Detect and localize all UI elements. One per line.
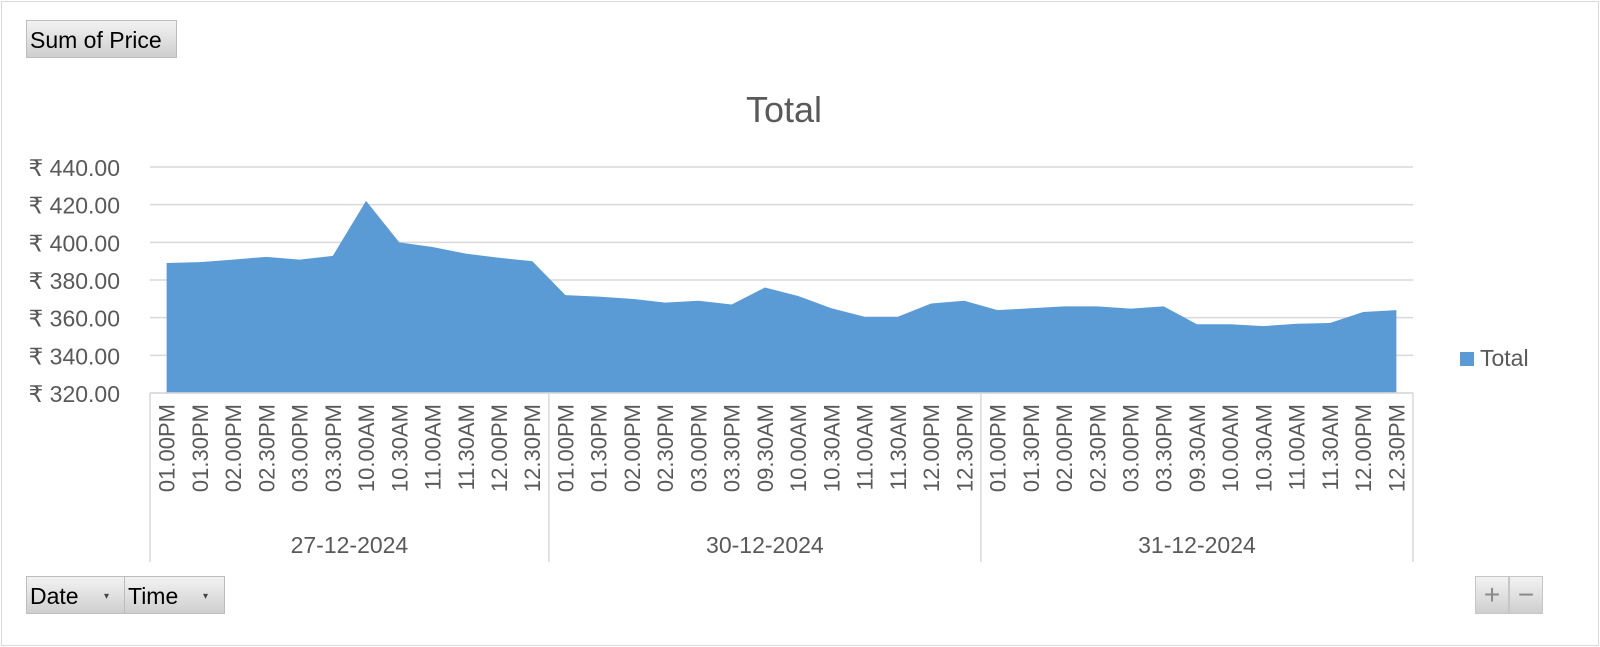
y-tick-label: ₹ 420.00 <box>29 193 120 219</box>
x-tick-label-time: 03.00PM <box>686 404 711 492</box>
x-axis <box>149 392 1414 562</box>
legend-label: Total <box>1480 345 1529 371</box>
sum-of-price-field-button[interactable]: Sum of Price <box>26 20 177 58</box>
x-tick-label-time: 12.30PM <box>1384 404 1409 492</box>
time-field-label: Time <box>128 583 179 609</box>
x-group-label-date: 27-12-2024 <box>291 532 409 558</box>
x-tick-label-time: 11.00AM <box>1285 404 1310 490</box>
axis-labels: ₹ 320.00 ₹ 340.00 ₹ 360.00 ₹ 380.00 ₹ 400.00… <box>29 155 1410 558</box>
x-tick-label-time: 03.00PM <box>288 404 313 492</box>
legend-swatch <box>1460 352 1474 366</box>
x-tick-label-time: 02.30PM <box>653 404 678 492</box>
x-tick-label-time: 03.30PM <box>720 404 745 492</box>
collapse-field-button[interactable]: − <box>1509 576 1543 614</box>
y-tick-label: ₹ 320.00 <box>29 381 120 407</box>
x-tick-label-time: 01.00PM <box>986 404 1011 492</box>
x-tick-label-time: 11.30AM <box>886 404 911 490</box>
plus-icon: + <box>1483 579 1501 610</box>
x-tick-label-time: 02.00PM <box>221 404 246 492</box>
x-tick-label-time: 12.30PM <box>520 404 545 492</box>
y-tick-label: ₹ 440.00 <box>29 155 120 181</box>
chart-title: Total <box>746 89 822 130</box>
x-tick-label-time: 10.30AM <box>387 404 412 492</box>
x-tick-label-time: 03.30PM <box>1152 404 1177 492</box>
x-tick-label-time: 03.00PM <box>1118 404 1143 492</box>
date-dropdown-icon[interactable]: ▾ <box>104 591 110 602</box>
x-tick-label-time: 12.00PM <box>487 404 512 492</box>
x-tick-label-time: 02.30PM <box>1085 404 1110 492</box>
x-tick-label-time: 12.00PM <box>1351 404 1376 492</box>
x-tick-label-time: 12.00PM <box>919 404 944 492</box>
x-tick-label-time: 02.30PM <box>254 404 279 492</box>
x-tick-label-time: 10.00AM <box>354 404 379 492</box>
x-tick-label-time: 01.30PM <box>1019 404 1044 492</box>
y-tick-label: ₹ 380.00 <box>29 268 120 294</box>
x-tick-label-time: 10.00AM <box>1218 404 1243 492</box>
x-tick-label-time: 10.30AM <box>819 404 844 492</box>
x-tick-label-time: 01.00PM <box>155 404 180 492</box>
x-group-label-date: 31-12-2024 <box>1138 532 1256 558</box>
y-tick-label: ₹ 340.00 <box>29 343 120 369</box>
x-tick-label-time: 03.30PM <box>321 404 346 492</box>
sum-of-price-label: Sum of Price <box>30 27 162 53</box>
series-total-area <box>166 200 1397 393</box>
x-group-label-date: 30-12-2024 <box>706 532 824 558</box>
x-tick-label-time: 01.30PM <box>587 404 612 492</box>
time-dropdown-icon[interactable]: ▾ <box>203 591 209 602</box>
x-tick-label-time: 11.00AM <box>421 404 446 490</box>
x-tick-label-time: 01.30PM <box>188 404 213 492</box>
y-tick-label: ₹ 400.00 <box>29 230 120 256</box>
x-tick-label-time: 02.00PM <box>1052 404 1077 492</box>
x-tick-label-time: 11.00AM <box>853 404 878 490</box>
minus-icon: − <box>1517 579 1535 610</box>
date-field-button[interactable]: Date ▾ <box>26 576 125 614</box>
x-tick-label-time: 02.00PM <box>620 404 645 492</box>
x-tick-label-time: 12.30PM <box>952 404 977 492</box>
x-tick-label-time: 01.00PM <box>553 404 578 492</box>
x-tick-label-time: 11.30AM <box>1318 404 1343 490</box>
x-tick-label-time: 09.30AM <box>753 404 778 492</box>
x-tick-label-time: 10.00AM <box>786 404 811 492</box>
time-field-button[interactable]: Time ▾ <box>124 576 225 614</box>
expand-field-button[interactable]: + <box>1475 576 1509 614</box>
y-tick-label: ₹ 360.00 <box>29 306 120 332</box>
x-tick-label-time: 09.30AM <box>1185 404 1210 492</box>
x-tick-label-time: 11.30AM <box>454 404 479 490</box>
date-field-label: Date <box>30 583 79 609</box>
x-tick-label-time: 10.30AM <box>1251 404 1276 492</box>
